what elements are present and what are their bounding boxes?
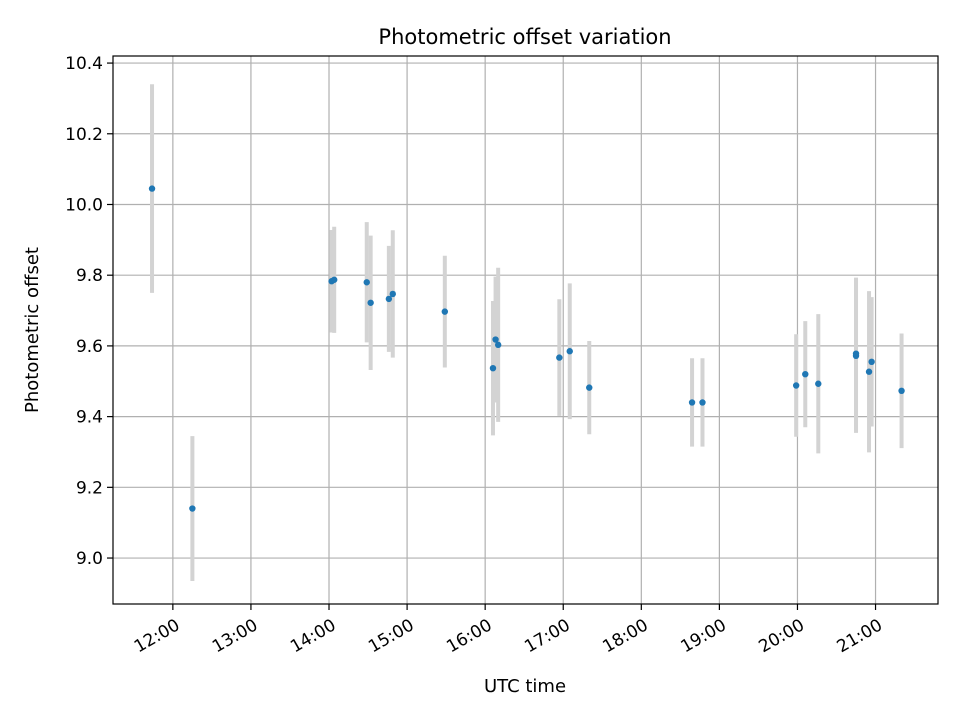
- x-axis-label: UTC time: [484, 676, 566, 697]
- data-point: [389, 290, 396, 298]
- y-tick-label: 9.6: [76, 337, 103, 357]
- y-tick-label: 9.2: [76, 478, 103, 498]
- data-point: [586, 384, 593, 391]
- y-tick-label: 9.4: [76, 408, 103, 428]
- data-point: [367, 299, 374, 306]
- data-point: [898, 387, 905, 395]
- chart-title: Photometric offset variation: [378, 25, 671, 49]
- data-point: [868, 358, 875, 366]
- data-point: [385, 295, 393, 303]
- y-tick-label: 9.0: [76, 549, 103, 569]
- y-tick-label: 10.4: [65, 54, 103, 74]
- data-point: [815, 380, 822, 387]
- data-point: [494, 341, 502, 349]
- data-point: [792, 382, 800, 389]
- data-point: [441, 308, 449, 315]
- data-point: [148, 185, 156, 192]
- data-point: [489, 364, 497, 372]
- data-points: [148, 185, 905, 512]
- data-point: [566, 348, 573, 355]
- data-point: [852, 350, 860, 357]
- data-point: [331, 276, 338, 283]
- y-tick-label: 10.2: [65, 125, 103, 145]
- plot-frame: [112, 55, 939, 605]
- y-axis-ticks: 9.0 9.2 9.4 9.6 9.8 10.0 10.2 10.4: [65, 54, 113, 569]
- y-tick-label: 10.0: [65, 195, 103, 215]
- data-point: [363, 279, 370, 286]
- data-point: [556, 354, 563, 361]
- y-axis-label: Photometric offset: [22, 247, 43, 413]
- data-point: [688, 399, 696, 406]
- data-point: [492, 336, 499, 343]
- data-point: [865, 368, 873, 375]
- data-point: [189, 505, 196, 512]
- y-tick-label: 9.8: [76, 266, 103, 286]
- data-point: [802, 370, 809, 378]
- grid: [113, 56, 938, 604]
- data-point: [699, 399, 706, 406]
